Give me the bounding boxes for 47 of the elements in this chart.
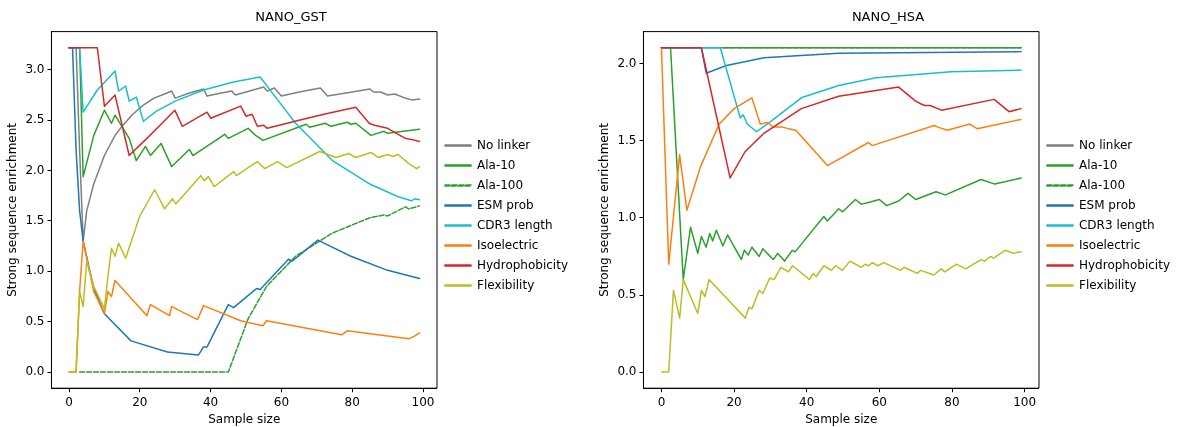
y-tick-label: 1.5 bbox=[25, 213, 45, 228]
x-tick-label: 40 bbox=[799, 394, 815, 409]
y-tick-label: 2.5 bbox=[25, 112, 45, 127]
legend-label: Ala-100 bbox=[1078, 177, 1126, 192]
legend-label: Ala-100 bbox=[476, 177, 524, 192]
legend-label: CDR3 length bbox=[1078, 217, 1155, 232]
x-tick-label: 80 bbox=[944, 394, 960, 409]
legend-label: ESM prob bbox=[476, 197, 534, 212]
legend-label: Flexibility bbox=[1078, 277, 1137, 292]
y-tick-label: 2.0 bbox=[25, 162, 45, 177]
x-tick-label: 60 bbox=[273, 394, 290, 409]
chart-title: NANO_HSA bbox=[851, 9, 925, 25]
y-tick-label: 0.5 bbox=[25, 313, 45, 328]
x-tick-label: 80 bbox=[344, 394, 360, 409]
x-tick-label: 0 bbox=[657, 394, 666, 409]
legend-label: No linker bbox=[476, 137, 531, 152]
legend-label: ESM prob bbox=[1078, 197, 1136, 212]
x-axis-title: Sample size bbox=[208, 411, 281, 426]
legend-label: CDR3 length bbox=[476, 217, 553, 232]
legend-label: Ala-10 bbox=[476, 157, 516, 172]
legend-label: Hydrophobicity bbox=[476, 257, 569, 272]
legend-label: Ala-10 bbox=[1078, 157, 1118, 172]
y-tick-label: 1.0 bbox=[617, 210, 637, 225]
legend-label: Isoelectric bbox=[476, 237, 539, 252]
y-tick-label: 1.0 bbox=[25, 263, 45, 278]
y-axis-title: Strong sequence enrichment bbox=[5, 122, 20, 297]
y-tick-label: 3.0 bbox=[25, 62, 45, 76]
x-tick-label: 100 bbox=[1013, 394, 1037, 409]
legend-label: Hydrophobicity bbox=[1078, 257, 1171, 272]
x-tick-label: 20 bbox=[726, 394, 742, 409]
x-tick-label: 20 bbox=[132, 394, 148, 409]
chart-title: NANO_GST bbox=[255, 9, 327, 25]
x-tick-label: 40 bbox=[202, 394, 219, 409]
line-series bbox=[78, 205, 421, 373]
x-tick-label: 0 bbox=[65, 394, 73, 409]
y-tick-label: 1.5 bbox=[617, 133, 637, 148]
x-tick-label: 60 bbox=[871, 394, 888, 409]
legend-label: Isoelectric bbox=[1078, 237, 1141, 252]
legend-label: No linker bbox=[1078, 137, 1133, 152]
x-tick-label: 100 bbox=[411, 394, 435, 409]
y-tick-label: 0.5 bbox=[617, 287, 637, 302]
y-axis-title: Strong sequence enrichment bbox=[597, 122, 612, 297]
y-tick-label: 2.0 bbox=[617, 56, 637, 71]
y-tick-label: 0.0 bbox=[25, 364, 45, 379]
legend-label: Flexibility bbox=[476, 277, 535, 292]
x-axis-title: Sample size bbox=[805, 411, 878, 426]
y-tick-label: 0.0 bbox=[617, 364, 637, 379]
